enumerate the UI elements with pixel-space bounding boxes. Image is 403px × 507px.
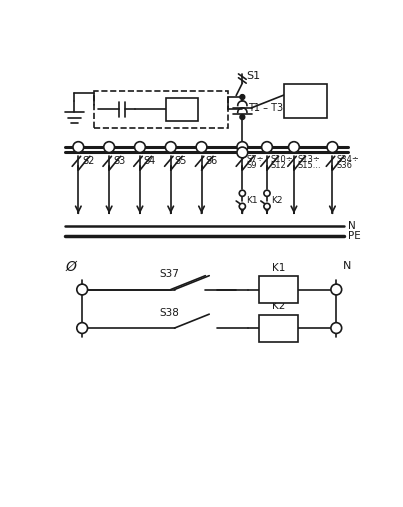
Text: PE: PE [348, 231, 361, 241]
Text: S12: S12 [271, 161, 287, 170]
Circle shape [237, 141, 248, 153]
Circle shape [240, 115, 245, 119]
Text: S7÷: S7÷ [246, 155, 264, 164]
Circle shape [135, 141, 145, 153]
Circle shape [327, 141, 338, 153]
Text: S1: S1 [246, 71, 260, 81]
Bar [166, 98, 198, 121]
Text: K1: K1 [272, 263, 285, 273]
Circle shape [77, 284, 87, 295]
Text: S9: S9 [246, 161, 257, 170]
Circle shape [73, 141, 84, 153]
Circle shape [262, 141, 272, 153]
Circle shape [104, 141, 114, 153]
Circle shape [237, 147, 248, 158]
Circle shape [289, 141, 299, 153]
Circle shape [196, 141, 207, 153]
Circle shape [331, 284, 342, 295]
Text: N: N [343, 262, 351, 271]
Circle shape [165, 141, 176, 153]
Circle shape [77, 322, 87, 334]
Text: S3: S3 [113, 156, 125, 166]
Text: S6: S6 [206, 156, 218, 166]
Text: N: N [348, 221, 355, 231]
Text: T1 – T3: T1 – T3 [249, 103, 284, 113]
Text: Ø: Ø [65, 260, 76, 273]
Text: S38: S38 [159, 308, 179, 317]
Text: S5: S5 [174, 156, 187, 166]
Bar [284, 84, 327, 118]
Text: S13÷: S13÷ [298, 155, 321, 164]
Circle shape [264, 190, 270, 196]
Bar [259, 314, 298, 342]
Circle shape [264, 203, 270, 209]
Text: S36: S36 [336, 161, 352, 170]
Text: S2: S2 [82, 156, 95, 166]
Text: S37: S37 [159, 269, 179, 279]
Bar [94, 91, 229, 128]
Text: S15...: S15... [298, 161, 322, 170]
Text: K2: K2 [271, 197, 283, 205]
Circle shape [331, 322, 342, 334]
Text: K2: K2 [272, 302, 285, 311]
Circle shape [240, 95, 245, 99]
Text: S10÷: S10÷ [271, 155, 293, 164]
Text: K1: K1 [246, 197, 258, 205]
Circle shape [239, 203, 245, 209]
Text: S34÷: S34÷ [336, 155, 359, 164]
Bar [259, 276, 298, 303]
Text: S4: S4 [144, 156, 156, 166]
Text: P: P [301, 98, 310, 112]
Circle shape [239, 190, 245, 196]
